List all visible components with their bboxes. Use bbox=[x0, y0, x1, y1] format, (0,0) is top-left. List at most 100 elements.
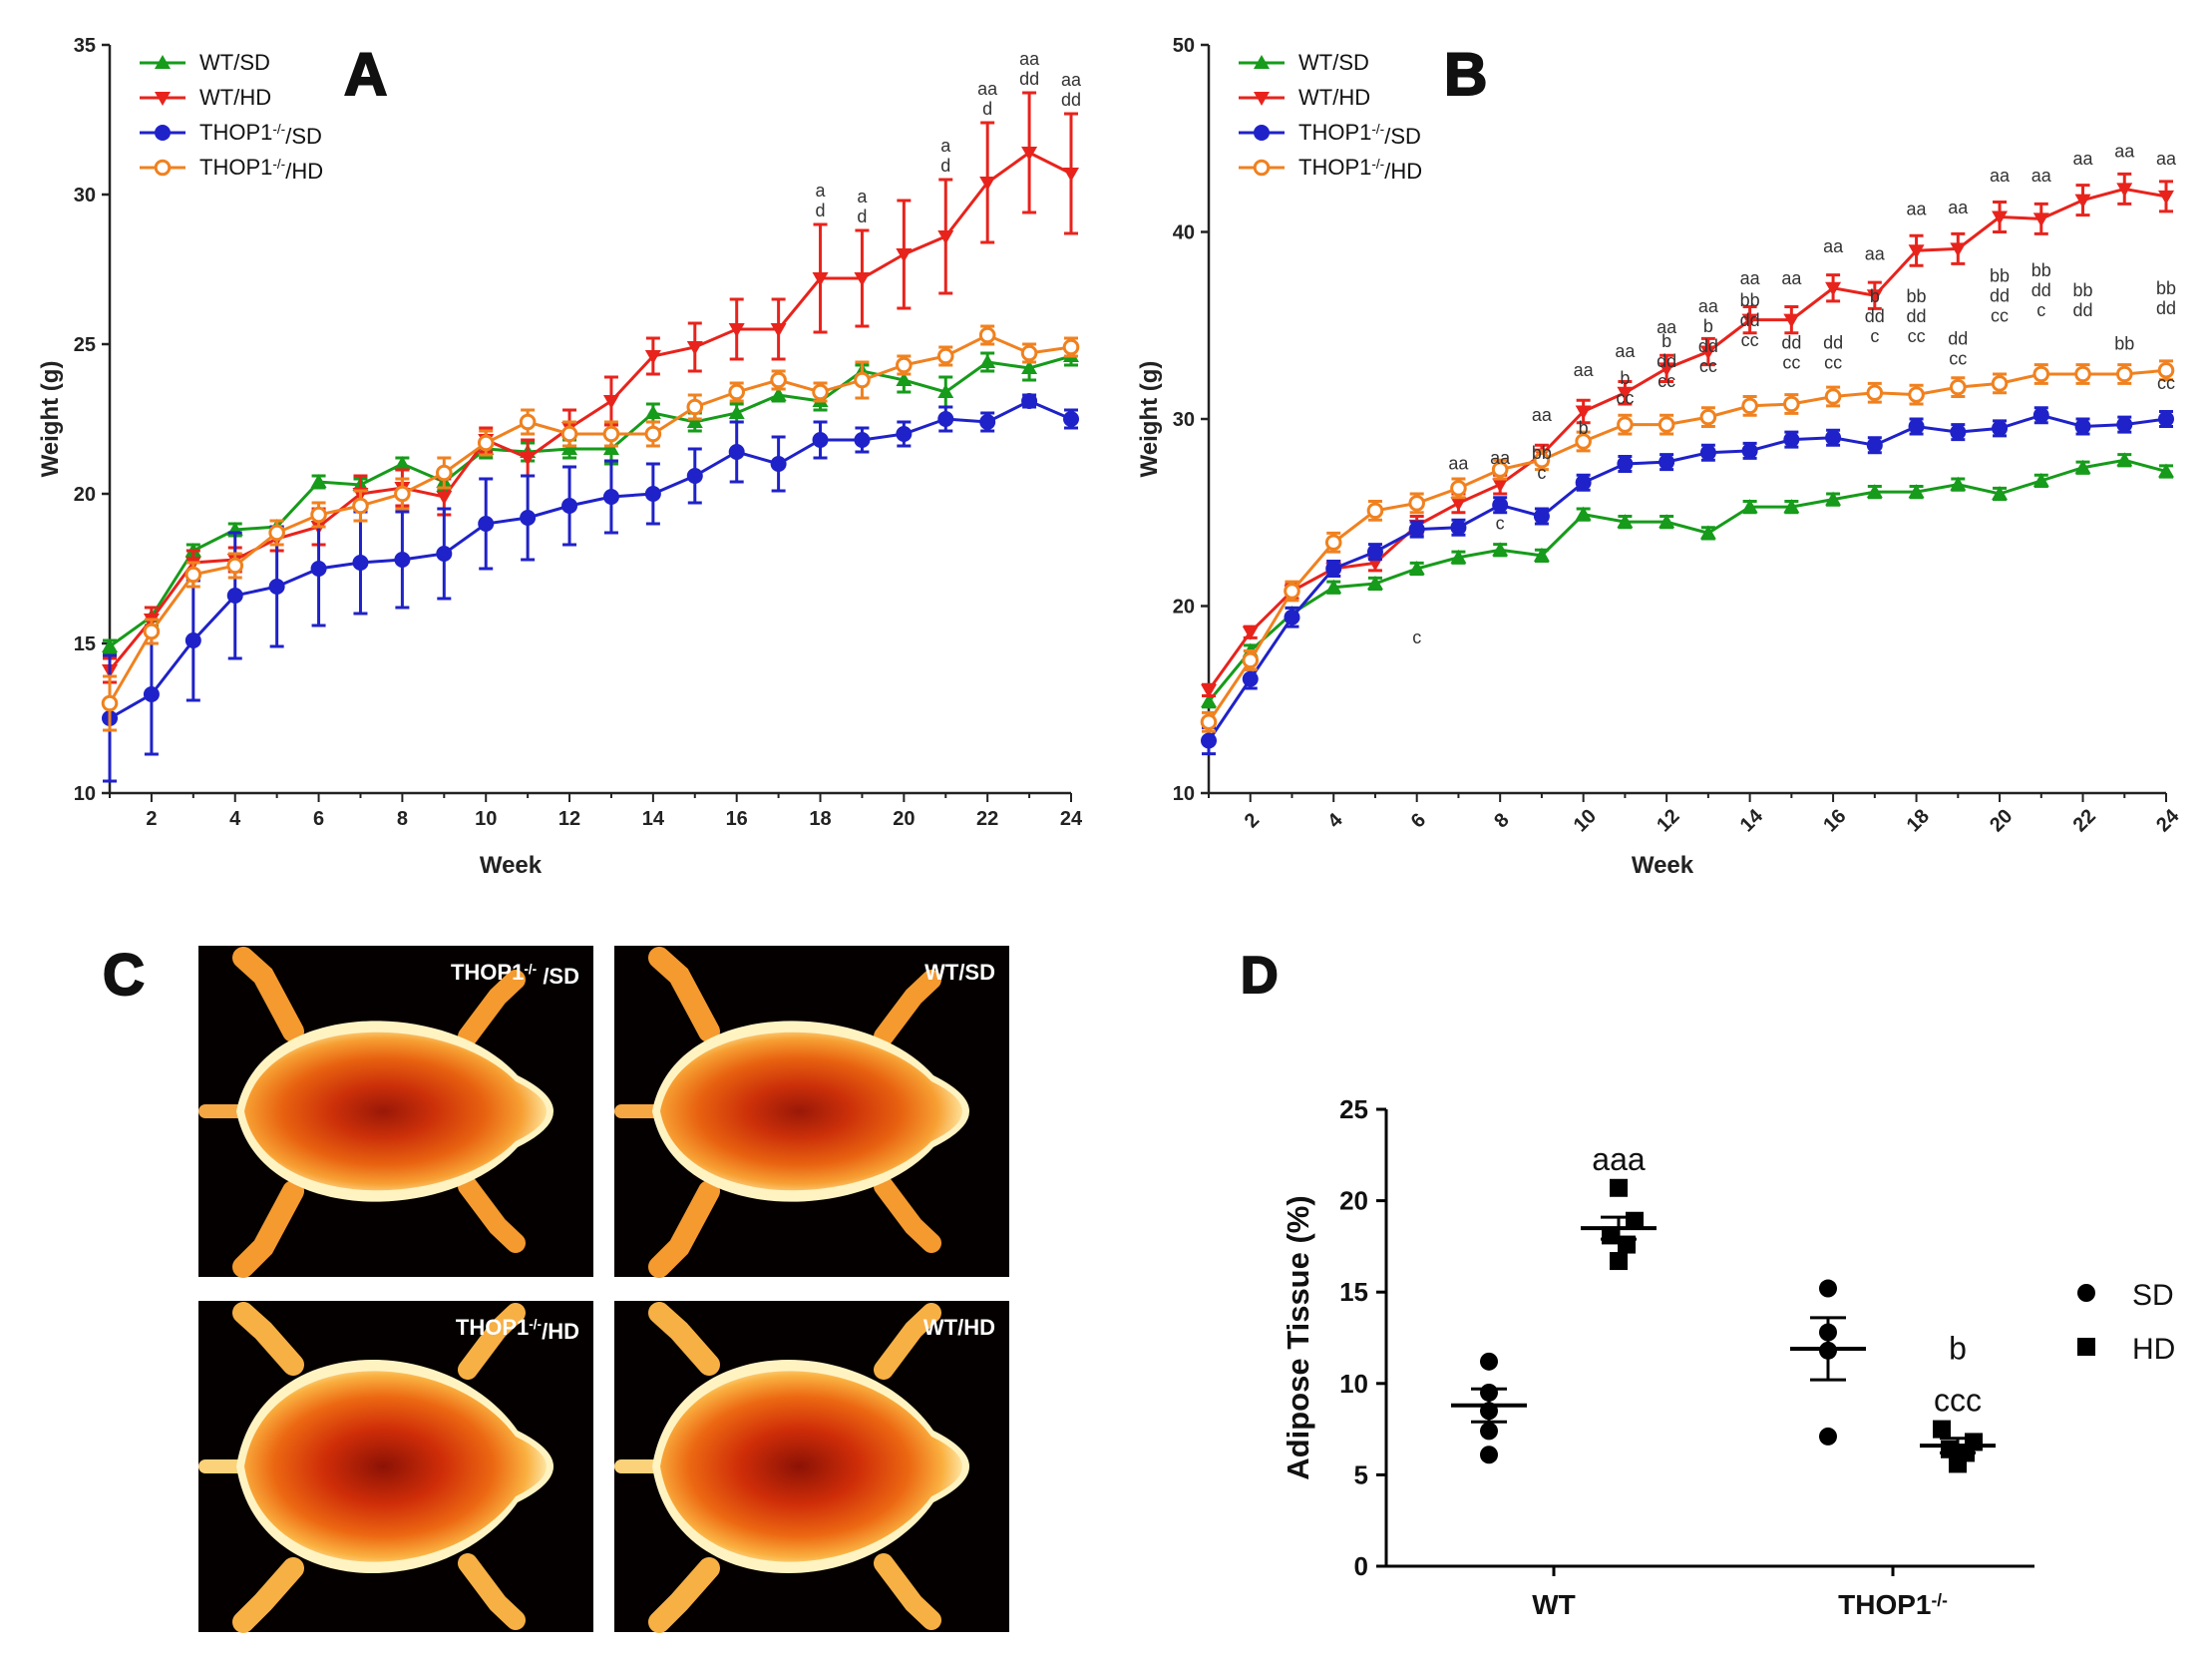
significance-label: aa bbox=[1781, 268, 1802, 288]
data-point bbox=[101, 694, 119, 712]
x-tick-label: 2 bbox=[1241, 809, 1264, 832]
data-point bbox=[854, 272, 871, 286]
significance-label: dd bbox=[1781, 332, 1801, 352]
data-point bbox=[1533, 451, 1551, 469]
legend-label: WT/HD bbox=[1298, 85, 1370, 110]
significance-label: aa bbox=[1907, 200, 1928, 219]
data-point bbox=[226, 588, 243, 604]
y-tick-label: 5 bbox=[1354, 1459, 1368, 1489]
legend-label-suffix: /SD bbox=[1384, 124, 1421, 149]
x-axis-title: Week bbox=[480, 852, 543, 879]
significance-label: dd bbox=[1907, 306, 1927, 326]
x-tick-label: 20 bbox=[893, 808, 915, 830]
data-point bbox=[1201, 693, 1217, 708]
series-thop_hd bbox=[101, 324, 1080, 732]
thermal-label-base: WT/SD bbox=[924, 960, 995, 985]
significance-label: dd bbox=[2031, 280, 2051, 300]
thermal-limb bbox=[874, 1553, 941, 1630]
data-point bbox=[184, 566, 202, 584]
significance-label: dd bbox=[2073, 300, 2093, 320]
data-point bbox=[1575, 474, 1592, 491]
x-tick-label: 24 bbox=[1060, 808, 1083, 830]
data-point bbox=[561, 498, 578, 514]
thermal-limb bbox=[458, 970, 526, 1046]
thermal-body bbox=[244, 1371, 547, 1562]
y-axis-title: Weight (g) bbox=[37, 361, 64, 478]
data-point bbox=[1824, 388, 1842, 405]
thermal-label: THOP1-/-/HD bbox=[456, 1315, 579, 1344]
data-point bbox=[2116, 416, 2133, 433]
x-tick-label: 22 bbox=[976, 808, 998, 830]
data-point bbox=[1408, 521, 1425, 538]
legend: SD HD bbox=[2077, 1279, 2175, 1366]
data-point bbox=[978, 326, 996, 344]
data-point bbox=[686, 468, 703, 484]
thermal-body bbox=[660, 1371, 962, 1562]
data-point bbox=[896, 372, 913, 386]
legend-label: WT/SD bbox=[1298, 50, 1369, 75]
x-tick-label: THOP1-/- bbox=[1838, 1589, 1948, 1620]
data-point bbox=[1063, 411, 1079, 427]
data-point bbox=[1575, 405, 1592, 420]
significance-label: b bbox=[1661, 331, 1671, 351]
data-point bbox=[226, 557, 244, 575]
data-point bbox=[812, 432, 829, 448]
x-tick-label: 16 bbox=[1819, 805, 1850, 836]
significance-label: cc bbox=[1991, 306, 2009, 326]
significance-label: aa bbox=[1061, 70, 1082, 90]
thermal-limb bbox=[458, 1553, 526, 1630]
data-point bbox=[2032, 212, 2049, 227]
data-point bbox=[1950, 378, 1967, 396]
data-point bbox=[1617, 416, 1634, 433]
significance-label: dd bbox=[1740, 310, 1760, 330]
data-point bbox=[937, 384, 954, 398]
legend-marker bbox=[2077, 1284, 2095, 1302]
data-point bbox=[1866, 437, 1883, 454]
data-point bbox=[937, 411, 954, 427]
significance-label: bb bbox=[2114, 334, 2134, 354]
data-point bbox=[1408, 495, 1425, 512]
significance-label: bb bbox=[2031, 260, 2051, 280]
x-tick-label: 16 bbox=[726, 808, 748, 830]
y-axis-title: Adipose Tissue (%) bbox=[1281, 1195, 1315, 1479]
data-point bbox=[1021, 360, 1038, 374]
data-point bbox=[896, 356, 913, 374]
data-point bbox=[644, 405, 661, 419]
x-tick-label-base: THOP1 bbox=[1838, 1589, 1931, 1620]
significance-label: bb bbox=[1990, 266, 2010, 286]
x-tick-label: 22 bbox=[2069, 805, 2100, 836]
y-axis-title: Weight (g) bbox=[1136, 361, 1163, 478]
data-point bbox=[102, 638, 118, 652]
data-point bbox=[2158, 190, 2174, 205]
y-tick-label: 0 bbox=[1354, 1551, 1368, 1581]
panel-label: B bbox=[1444, 41, 1487, 108]
data-point bbox=[1659, 362, 1675, 377]
significance-label: cc bbox=[1616, 388, 1634, 408]
data-point bbox=[896, 426, 913, 442]
legend-label-sup: -/- bbox=[1371, 122, 1384, 137]
data-point bbox=[436, 546, 453, 562]
thermal-label: WT/HD bbox=[923, 1315, 995, 1340]
significance-label: cc bbox=[1658, 371, 1675, 391]
data-point bbox=[602, 489, 619, 505]
data-point bbox=[2158, 463, 2174, 478]
y-tick-label: 20 bbox=[74, 484, 96, 506]
significance-label: aa bbox=[1490, 448, 1511, 468]
series-line bbox=[108, 151, 1072, 671]
data-point bbox=[812, 272, 829, 286]
data-point bbox=[728, 444, 745, 460]
data-point bbox=[1866, 289, 1883, 304]
data-point bbox=[1325, 579, 1342, 594]
data-point bbox=[728, 323, 745, 337]
legend-label: SD bbox=[2132, 1279, 2174, 1312]
data-point bbox=[1480, 1422, 1498, 1441]
significance-label: dd bbox=[1019, 69, 1039, 89]
significance-label: cc bbox=[1824, 352, 1842, 372]
significance-label: aa bbox=[2156, 149, 2177, 169]
significance-label: a bbox=[816, 181, 827, 201]
data-point bbox=[1491, 461, 1509, 478]
significance-label: c bbox=[1870, 326, 1879, 346]
significance-label: aa bbox=[2114, 142, 2135, 162]
x-tick-label: 8 bbox=[397, 808, 408, 830]
